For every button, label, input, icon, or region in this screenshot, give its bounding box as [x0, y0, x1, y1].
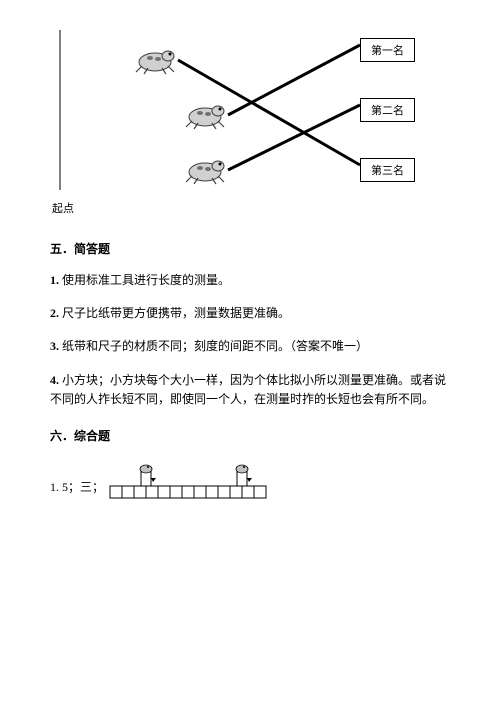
- answer-num: 4.: [50, 373, 59, 387]
- answer-5-2: 2. 尺子比纸带更方便携带，测量数据更准确。: [50, 304, 450, 323]
- answer-text: 尺子比纸带更方便携带，测量数据更准确。: [59, 306, 290, 320]
- start-label: 起点: [52, 200, 74, 216]
- answer-text: 使用标准工具进行长度的测量。: [59, 273, 230, 287]
- answer-5-1: 1. 使用标准工具进行长度的测量。: [50, 271, 450, 290]
- section-6-title: 六．综合题: [50, 427, 450, 444]
- marker-2: [236, 465, 252, 486]
- conn-line-3: [228, 105, 360, 170]
- answer-5-4: 4. 小方块；小方块每个大小一样，因为个体比拟小所以测量更准确。或者说不同的人拃…: [50, 371, 450, 409]
- section-5-title: 五．简答题: [50, 240, 450, 257]
- answer-text: 纸带和尺子的材质不同；刻度的间距不同。（答案不唯一）: [59, 339, 368, 353]
- rank-box-3: 第三名: [360, 158, 415, 182]
- grid-diagram: 1. 5；三；: [50, 458, 300, 518]
- rank-box-1: 第一名: [360, 38, 415, 62]
- grid-cells: [110, 486, 266, 498]
- rank-box-2: 第二名: [360, 98, 415, 122]
- answer-num: 2.: [50, 306, 59, 320]
- answer-num: 3.: [50, 339, 59, 353]
- marker-1: [140, 465, 156, 486]
- answer-num: 1.: [50, 273, 59, 287]
- answer-6-prefix: 1. 5；三；: [50, 478, 104, 495]
- answer-text: 小方块；小方块每个大小一样，因为个体比拟小所以测量更准确。或者说不同的人拃长短不…: [50, 373, 446, 406]
- frog-2: [186, 106, 224, 129]
- frog-1: [136, 51, 174, 74]
- conn-line-2: [228, 45, 360, 115]
- frog-3: [186, 161, 224, 184]
- ranking-diagram: 第一名 第二名 第三名 起点: [50, 20, 450, 220]
- answer-5-3: 3. 纸带和尺子的材质不同；刻度的间距不同。（答案不唯一）: [50, 337, 450, 356]
